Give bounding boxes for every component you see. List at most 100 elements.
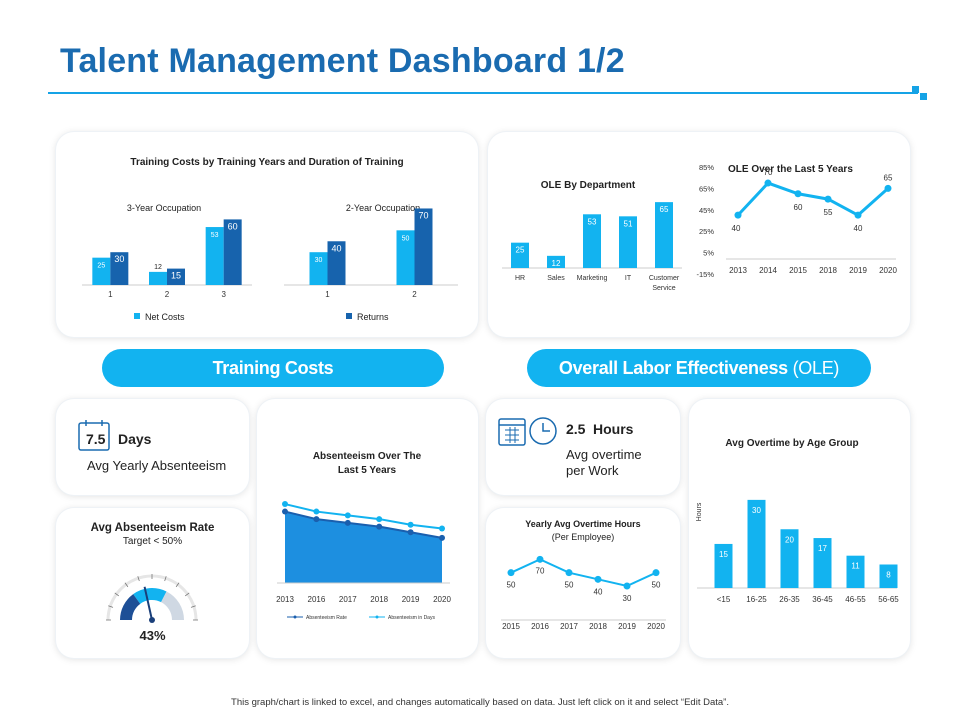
bar-value: 40 xyxy=(331,243,341,253)
bar-value: 8 xyxy=(886,571,891,580)
yearly-overtime-card: Yearly Avg Overtime Hours (Per Employee) 5… xyxy=(486,508,680,658)
x-tick-label: 2 xyxy=(412,290,417,299)
data-label: 70 xyxy=(764,168,773,177)
x-tick-label: Service xyxy=(652,285,675,292)
bar-returns xyxy=(110,252,129,285)
bar-value: 53 xyxy=(211,232,219,239)
gauge-tick xyxy=(184,592,190,597)
page-title: Talent Management Dashboard 1/2 xyxy=(60,42,625,80)
data-point xyxy=(536,555,544,563)
legend-label: Returns xyxy=(357,312,389,322)
bar-value: 25 xyxy=(97,263,105,270)
x-tick-label: 2019 xyxy=(402,595,420,604)
training-costs-card: Training Costs by Training Years and Dur… xyxy=(56,132,478,337)
series-line-rate xyxy=(284,510,443,539)
bar xyxy=(846,555,865,588)
bar-value: 51 xyxy=(624,219,633,228)
data-label: 40 xyxy=(854,224,863,233)
ole-pill[interactable]: Overall Labor Effectiveness (OLE) xyxy=(527,349,871,387)
training-costs-pill-label: Training Costs xyxy=(212,358,334,378)
data-point-days xyxy=(407,521,414,528)
bar xyxy=(583,214,601,268)
gauge-high-band xyxy=(160,591,184,621)
gauge-tick xyxy=(108,605,114,608)
days-value: 7.5 xyxy=(86,431,106,447)
bar-value: 53 xyxy=(588,217,597,226)
x-tick-label: 2015 xyxy=(789,266,807,275)
bar-value: 25 xyxy=(516,246,525,255)
ole-charts[interactable]: OLE By Department 25 HR 12 Sales 53 Marketing 5… xyxy=(488,132,910,337)
data-point-days xyxy=(282,501,288,508)
calendar-clock-icon xyxy=(498,417,557,446)
calendar-icon xyxy=(78,420,110,451)
bar xyxy=(714,543,733,588)
bar-net-costs xyxy=(309,252,328,285)
y-tick-label: 65% xyxy=(699,184,714,193)
gauge-target: Target < 50% xyxy=(122,536,183,547)
x-tick-label: 2014 xyxy=(759,266,777,275)
chart-subtitle: (Per Employee) xyxy=(552,532,615,542)
absenteeism-chart[interactable]: Absenteeism Over The Last 5 Years 2013 2016… xyxy=(257,399,478,658)
x-tick-label: 46-55 xyxy=(845,595,866,604)
bar-value: 30 xyxy=(315,257,323,264)
data-point-days xyxy=(313,508,320,515)
data-label: 50 xyxy=(652,581,661,590)
area-fill xyxy=(285,511,442,583)
training-costs-pill[interactable]: Training Costs xyxy=(102,349,444,387)
bar-net-costs xyxy=(396,230,415,285)
training-costs-chart[interactable]: Training Costs by Training Years and Dur… xyxy=(56,132,478,337)
x-tick-label: 2015 xyxy=(502,622,520,631)
x-tick-label: 2013 xyxy=(276,595,294,604)
chart-title: Yearly Avg Overtime Hours xyxy=(525,519,640,529)
yearly-overtime-chart[interactable]: Yearly Avg Overtime Hours (Per Employee) 5… xyxy=(486,508,680,658)
bar xyxy=(813,538,832,588)
series-line xyxy=(510,558,657,588)
x-tick-label: 2018 xyxy=(819,266,837,275)
gauge-needle xyxy=(143,586,153,621)
bar xyxy=(747,499,766,588)
data-label: 70 xyxy=(536,566,545,575)
bar-value: 50 xyxy=(402,235,410,242)
bar-net-costs xyxy=(149,271,167,285)
bar-value: 60 xyxy=(228,221,238,231)
decor-square xyxy=(912,86,919,93)
bar-net-costs xyxy=(92,257,111,285)
overtime-hours-card: 2.5 Hours Avg overtime per Work xyxy=(486,399,680,495)
data-point-rate xyxy=(282,508,288,515)
data-point xyxy=(734,211,742,219)
bar-returns xyxy=(223,219,242,285)
overtime-age-chart[interactable]: Avg Overtime by Age Group Hours 15 <15 30 16-… xyxy=(689,399,910,658)
x-tick-label: 1 xyxy=(325,290,330,299)
data-point-rate xyxy=(407,529,414,536)
legend-marker-days xyxy=(375,615,379,619)
y-tick-label: 5% xyxy=(703,249,714,258)
series-line xyxy=(736,181,889,217)
data-point xyxy=(594,575,602,583)
ole-pill-suffix: (OLE) xyxy=(792,358,840,378)
chart-title: Absenteeism Over The xyxy=(313,451,422,462)
legend-label: Net Costs xyxy=(145,312,185,322)
data-point xyxy=(824,195,832,203)
data-point-rate xyxy=(376,523,383,530)
bar-returns xyxy=(167,268,185,285)
absenteeism-gauge xyxy=(106,574,198,623)
data-point xyxy=(794,190,802,198)
footer-note: This graph/chart is linked to excel, and… xyxy=(231,697,729,708)
legend-marker-rate xyxy=(293,615,297,619)
data-point-rate xyxy=(344,519,351,526)
absenteeism-card: Absenteeism Over The Last 5 Years 2013 2016… xyxy=(257,399,478,658)
bar-value: 15 xyxy=(719,550,728,559)
y-axis-label: Hours xyxy=(696,502,703,521)
gauge-value: 43% xyxy=(139,628,166,643)
hours-value: 2.5 xyxy=(566,421,586,437)
data-label: 60 xyxy=(794,203,803,212)
bar xyxy=(780,529,799,588)
x-tick-label: Marketing xyxy=(577,275,608,282)
title-underline xyxy=(48,92,918,94)
bar xyxy=(879,564,898,588)
gauge-low-band xyxy=(120,594,141,621)
bar-value: 30 xyxy=(114,254,124,264)
days-label: Avg Yearly Absenteeism xyxy=(87,458,227,473)
gauge-tick xyxy=(124,582,129,588)
data-point xyxy=(884,184,892,192)
